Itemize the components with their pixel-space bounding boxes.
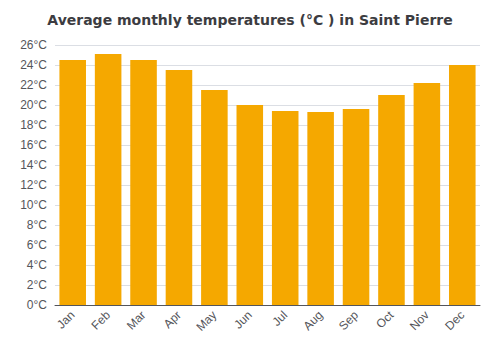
svg-text:Dec: Dec [442,308,467,333]
svg-text:8°C: 8°C [27,218,47,232]
svg-text:18°C: 18°C [20,118,47,132]
svg-text:22°C: 22°C [20,78,47,92]
svg-text:Jun: Jun [231,308,255,332]
svg-text:Oct: Oct [373,308,397,332]
svg-text:Nov: Nov [407,308,432,333]
svg-text:Feb: Feb [89,308,114,333]
svg-text:Jan: Jan [54,308,78,332]
svg-text:0°C: 0°C [27,298,47,312]
svg-text:24°C: 24°C [20,58,47,72]
svg-text:Average monthly temperatures (: Average monthly temperatures (°C ) in Sa… [47,12,452,28]
svg-text:2°C: 2°C [27,278,47,292]
svg-text:Sep: Sep [336,308,361,333]
svg-text:6°C: 6°C [27,238,47,252]
svg-text:4°C: 4°C [27,258,47,272]
svg-text:Jul: Jul [269,308,290,329]
svg-text:12°C: 12°C [20,178,47,192]
svg-text:Apr: Apr [161,308,184,331]
svg-text:20°C: 20°C [20,98,47,112]
svg-text:14°C: 14°C [20,158,47,172]
svg-text:10°C: 10°C [20,198,47,212]
svg-text:Aug: Aug [301,308,326,333]
svg-text:May: May [193,308,219,334]
svg-text:Mar: Mar [124,308,149,332]
svg-text:26°C: 26°C [20,38,47,52]
svg-text:16°C: 16°C [20,138,47,152]
